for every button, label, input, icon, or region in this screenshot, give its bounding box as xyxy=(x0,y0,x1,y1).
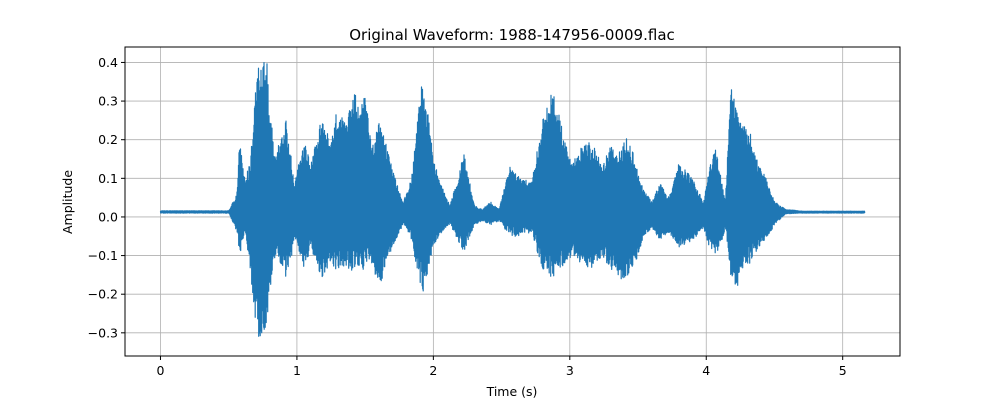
x-tick-label-1: 1 xyxy=(293,363,301,378)
y-tick-label-2: −0.1 xyxy=(88,248,118,263)
x-tick-label-2: 2 xyxy=(429,363,437,378)
y-tick-label-1: −0.2 xyxy=(88,287,118,302)
y-axis-label: Amplitude xyxy=(60,170,75,234)
plot-frame xyxy=(124,46,901,357)
chart-title: Original Waveform: 1988-147956-0009.flac xyxy=(349,26,675,44)
y-tick-label-4: 0.1 xyxy=(98,171,118,186)
y-axis-ticks: −0.3 −0.2 −0.1 0.0 0.1 0.2 0.3 0.4 xyxy=(88,55,125,340)
x-tick-label-5: 5 xyxy=(839,363,847,378)
y-tick-label-0: −0.3 xyxy=(88,325,118,340)
x-axis-ticks: 0 1 2 3 4 5 xyxy=(156,356,847,378)
x-tick-label-3: 3 xyxy=(566,363,574,378)
y-tick-label-5: 0.2 xyxy=(98,132,118,147)
x-tick-label-0: 0 xyxy=(156,363,164,378)
waveform-line xyxy=(159,61,866,337)
y-tick-label-6: 0.3 xyxy=(98,94,118,109)
waveform-series xyxy=(159,61,866,337)
x-tick-label-4: 4 xyxy=(702,363,710,378)
y-tick-label-3: 0.0 xyxy=(98,209,118,224)
y-tick-label-7: 0.4 xyxy=(98,55,118,70)
x-axis-label: Time (s) xyxy=(486,384,538,399)
